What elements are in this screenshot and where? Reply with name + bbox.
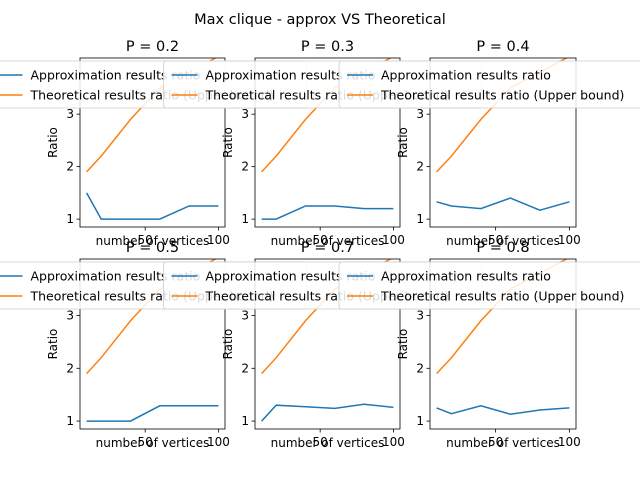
x-axis-label: number of vertices — [446, 436, 560, 450]
axes-frame — [79, 258, 226, 430]
series-line-approx — [85, 192, 219, 220]
x-tick-label: 50 — [138, 233, 153, 247]
legend-label: Approximation results ratio — [206, 269, 376, 284]
series-line-approx — [261, 205, 394, 220]
x-tick-label: 50 — [313, 435, 328, 449]
y-tick-label: 3 — [66, 107, 74, 121]
subplot-title: P = 0.5 — [126, 240, 179, 256]
x-tick-label: 100 — [207, 233, 230, 247]
legend-label: Approximation results ratio — [206, 68, 376, 83]
legend-label: Theoretical results ratio (Upper bound) — [380, 289, 624, 304]
y-tick-label: 2 — [241, 160, 249, 174]
x-tick-label: 100 — [207, 435, 230, 449]
x-tick-label: 50 — [488, 435, 503, 449]
x-axis-label: number of vertices — [96, 436, 210, 450]
y-tick-label: 1 — [66, 414, 74, 428]
y-tick-label: 3 — [241, 107, 249, 121]
series-line-approx — [436, 197, 570, 211]
legend-label: Approximation results ratio — [31, 269, 201, 284]
legend-label: Approximation results ratio — [381, 269, 551, 284]
y-tick-label: 1 — [416, 414, 424, 428]
legend-frame — [338, 60, 640, 109]
figure-title: Max clique - approx VS Theoretical — [194, 12, 446, 28]
series-line-approx — [86, 405, 219, 422]
subplot-title: P = 0.8 — [476, 240, 529, 256]
legend: Approximation results ratio Theoretical r… — [338, 261, 640, 310]
legend-frame — [338, 261, 640, 310]
axes-frame — [429, 258, 577, 430]
y-tick-label: 3 — [241, 308, 249, 322]
subplot-title: P = 0.2 — [126, 39, 179, 55]
x-tick-label: 100 — [558, 233, 581, 247]
axes-frame — [79, 57, 226, 228]
y-axis-label: Ratio — [46, 127, 60, 158]
subplot-title: P = 0.3 — [301, 39, 354, 55]
y-tick-label: 2 — [66, 160, 74, 174]
y-tick-label: 3 — [66, 308, 74, 322]
y-tick-label: 3 — [416, 107, 424, 121]
legend-label: Approximation results ratio — [381, 68, 551, 83]
y-tick-label: 3 — [416, 308, 424, 322]
x-tick-label: 100 — [382, 435, 405, 449]
x-tick-label: 100 — [382, 233, 405, 247]
legend: Approximation results ratio Theoretical r… — [338, 60, 640, 109]
y-axis-label: Ratio — [221, 127, 235, 158]
x-axis-label: number of vertices — [271, 234, 385, 248]
y-tick-label: 1 — [241, 414, 249, 428]
y-tick-label: 1 — [416, 212, 424, 226]
subplot-title: P = 0.7 — [301, 240, 354, 256]
x-tick-label: 50 — [138, 435, 153, 449]
y-axis-label: Ratio — [46, 329, 60, 360]
y-tick-label: 1 — [241, 212, 249, 226]
axes-frame — [429, 57, 577, 228]
axes-frame — [254, 57, 401, 228]
x-tick-label: 50 — [488, 233, 503, 247]
x-tick-label: 50 — [313, 233, 328, 247]
y-axis-label: Ratio — [396, 127, 410, 158]
y-axis-label: Ratio — [221, 329, 235, 360]
x-tick-label: 100 — [558, 435, 581, 449]
y-tick-label: 2 — [416, 361, 424, 375]
legend-label: Approximation results ratio — [31, 68, 201, 83]
subplot-title: P = 0.4 — [476, 39, 529, 55]
y-tick-label: 2 — [241, 361, 249, 375]
legend-label: Theoretical results ratio (Upper bound) — [380, 88, 624, 103]
y-tick-label: 1 — [66, 212, 74, 226]
series-line-approx — [261, 403, 394, 422]
x-axis-label: number of vertices — [271, 436, 385, 450]
y-axis-label: Ratio — [396, 329, 410, 360]
x-axis-label: number of vertices — [446, 234, 560, 248]
x-axis-label: number of vertices — [96, 234, 210, 248]
series-line-approx — [436, 405, 570, 415]
y-tick-label: 2 — [416, 160, 424, 174]
y-tick-label: 2 — [66, 361, 74, 375]
axes-frame — [254, 258, 401, 430]
